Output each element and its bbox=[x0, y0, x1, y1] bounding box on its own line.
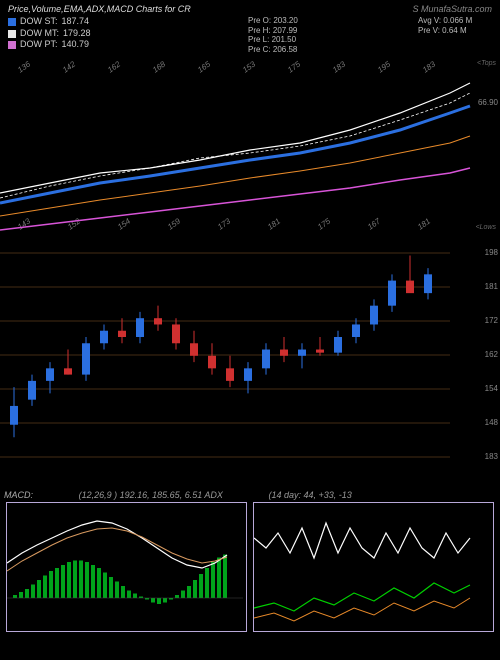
svg-text:159: 159 bbox=[166, 217, 183, 232]
svg-text:165: 165 bbox=[196, 60, 213, 75]
svg-text:154: 154 bbox=[116, 217, 133, 232]
avg-v: Avg V: 0.066 M bbox=[418, 16, 492, 26]
dow-pt-swatch bbox=[8, 41, 16, 49]
svg-text:181: 181 bbox=[266, 217, 282, 232]
pre-h: Pre H: 207.99 bbox=[248, 26, 418, 36]
chart-title: Price,Volume,EMA,ADX,MACD Charts for CR bbox=[8, 4, 191, 14]
scale-tops: <Tops bbox=[477, 60, 496, 67]
svg-text:142: 142 bbox=[61, 60, 78, 75]
svg-text:181: 181 bbox=[416, 217, 432, 232]
candle-ytick: 198 bbox=[485, 248, 498, 257]
svg-text:153: 153 bbox=[241, 60, 258, 75]
adx-panel bbox=[253, 502, 494, 632]
ema-panel: 136 142 162 168 165 153 175 183 195 183 143 152 154 1… bbox=[0, 58, 500, 233]
svg-text:175: 175 bbox=[316, 217, 333, 232]
svg-text:173: 173 bbox=[216, 217, 233, 232]
pre-c: Pre C: 206.58 bbox=[248, 45, 418, 55]
dow-mt: DOW MT: 179.28 bbox=[8, 28, 148, 40]
pre-l: Pre L: 201.50 bbox=[248, 35, 418, 45]
svg-text:175: 175 bbox=[286, 60, 303, 75]
candle-chart bbox=[0, 233, 478, 488]
macd-right-text: (14 day: 44, +33, -13 bbox=[269, 490, 497, 500]
macd-label: MACD: bbox=[4, 490, 33, 500]
candle-ytick: 181 bbox=[485, 282, 498, 291]
svg-text:183: 183 bbox=[331, 60, 348, 75]
sub-panels bbox=[0, 502, 500, 638]
svg-text:167: 167 bbox=[366, 217, 383, 232]
pre-ohlc: Pre O: 203.20 Pre H: 207.99 Pre L: 201.5… bbox=[248, 16, 418, 54]
svg-text:136: 136 bbox=[16, 60, 33, 75]
scale-lows: <Lows bbox=[476, 224, 496, 231]
avg-vol: Avg V: 0.066 M Pre V: 0.64 M bbox=[418, 16, 492, 35]
adx-chart bbox=[254, 503, 490, 631]
macd-chart bbox=[7, 503, 243, 631]
dow-pt: DOW PT: 140.79 bbox=[8, 39, 148, 51]
svg-text:152: 152 bbox=[66, 217, 83, 232]
macd-header: MACD: (12,26,9 ) 192.16, 185.65, 6.51 AD… bbox=[0, 488, 500, 502]
header: Price,Volume,EMA,ADX,MACD Charts for CR … bbox=[0, 0, 500, 58]
macd-panel bbox=[6, 502, 247, 632]
pre-v: Pre V: 0.64 M bbox=[418, 26, 492, 36]
pre-o: Pre O: 203.20 bbox=[248, 16, 418, 26]
svg-text:195: 195 bbox=[376, 60, 393, 75]
watermark: S MunafaSutra.com bbox=[412, 4, 492, 14]
title-row: Price,Volume,EMA,ADX,MACD Charts for CR … bbox=[8, 4, 492, 14]
candle-ytick: 183 bbox=[485, 452, 498, 461]
candle-ytick: 148 bbox=[485, 418, 498, 427]
legend-row: DOW ST: 187.74 DOW MT: 179.28 DOW PT: 14… bbox=[8, 16, 492, 54]
candle-ytick: 162 bbox=[485, 350, 498, 359]
svg-text:183: 183 bbox=[421, 60, 438, 75]
svg-text:162: 162 bbox=[106, 60, 123, 75]
candle-ytick: 172 bbox=[485, 316, 498, 325]
candle-ytick: 154 bbox=[485, 384, 498, 393]
svg-text:143: 143 bbox=[16, 217, 33, 232]
candle-panel: 198 181 172 162 154 148 183 bbox=[0, 233, 500, 488]
dow-mt-swatch bbox=[8, 30, 16, 38]
dow-legend: DOW ST: 187.74 DOW MT: 179.28 DOW PT: 14… bbox=[8, 16, 148, 51]
ema-chart: 136 142 162 168 165 153 175 183 195 183 143 152 154 1… bbox=[0, 58, 478, 233]
svg-text:168: 168 bbox=[151, 60, 168, 75]
macd-left-text: (12,26,9 ) 192.16, 185.65, 6.51 ADX bbox=[37, 490, 265, 500]
dow-st-swatch bbox=[8, 18, 16, 26]
dow-st: DOW ST: 187.74 bbox=[8, 16, 148, 28]
ema-right-val: 66.90 bbox=[478, 98, 498, 107]
